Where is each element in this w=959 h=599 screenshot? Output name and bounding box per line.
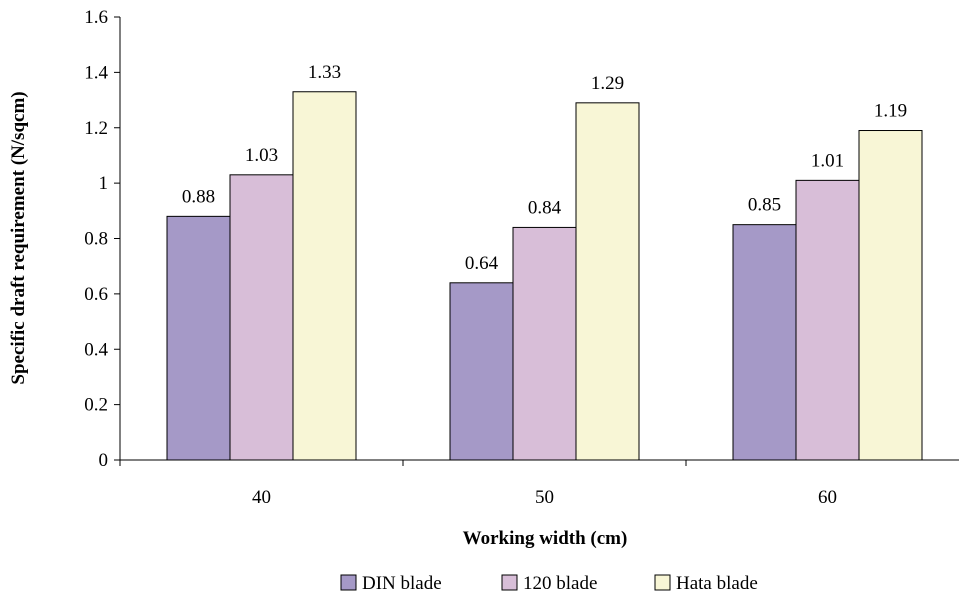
y-tick-label: 1 — [99, 173, 109, 194]
bar-hata-blade-60 — [858, 130, 923, 461]
legend-label: Hata blade — [676, 573, 758, 594]
legend-item-120-blade: 120 blade — [501, 573, 597, 594]
bar-hata-blade-40 — [292, 91, 357, 461]
data-label: 0.64 — [465, 253, 499, 274]
y-tick-label: 1.6 — [84, 7, 108, 28]
y-tick-label: 0.8 — [84, 229, 108, 250]
bars-layer — [166, 91, 923, 461]
data-label: 1.29 — [591, 73, 624, 94]
bar-din-blade-50 — [449, 282, 514, 461]
data-label: 1.03 — [245, 145, 278, 166]
bar-din-blade-60 — [732, 224, 797, 461]
axes-layer — [114, 16, 959, 466]
y-axis-title: Specific draft requirement (N/sqcm) — [8, 91, 29, 384]
legend: DIN blade 120 blade Hata blade — [340, 573, 758, 594]
bar-120-blade-60 — [795, 179, 860, 461]
bar-din-blade-40 — [166, 215, 231, 461]
legend-label: DIN blade — [362, 573, 442, 594]
y-tick-label: 0.2 — [84, 395, 108, 416]
x-tick-label: 50 — [535, 487, 554, 508]
y-tick-label: 0.6 — [84, 284, 108, 305]
labels-layer: 0.88 1.03 1.33 40 0.64 0.84 1.29 50 0.85 1.01 1.19… — [84, 7, 907, 508]
y-tick-label: 0.4 — [84, 339, 108, 360]
data-label: 0.85 — [748, 195, 781, 216]
y-tick-label: 1.4 — [84, 62, 108, 83]
x-axis-title: Working width (cm) — [463, 528, 628, 549]
data-label: 0.84 — [528, 197, 562, 218]
bar-120-blade-40 — [229, 174, 294, 461]
legend-item-din-blade: DIN blade — [340, 573, 442, 594]
bar-hata-blade-50 — [575, 102, 640, 461]
x-tick-label: 40 — [252, 487, 271, 508]
x-tick-label: 60 — [818, 487, 837, 508]
legend-item-hata-blade: Hata blade — [654, 573, 758, 594]
bar-120-blade-50 — [512, 226, 577, 461]
data-label: 0.88 — [182, 186, 215, 207]
y-tick-label: 0 — [99, 450, 109, 471]
legend-swatch — [501, 574, 518, 591]
y-tick-label: 1.2 — [84, 118, 108, 139]
data-label: 1.01 — [811, 150, 844, 171]
data-label: 1.19 — [874, 101, 907, 122]
data-label: 1.33 — [308, 62, 341, 83]
legend-swatch — [654, 574, 671, 591]
legend-swatch — [340, 574, 357, 591]
legend-label: 120 blade — [523, 573, 597, 594]
